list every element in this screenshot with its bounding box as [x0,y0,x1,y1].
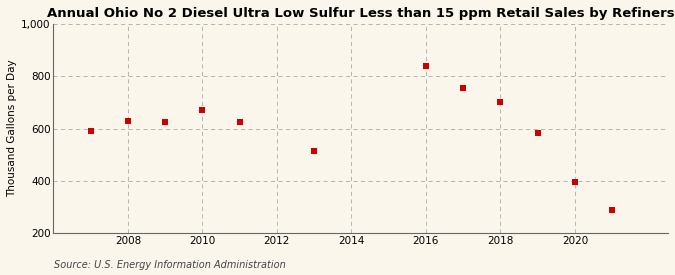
Point [308,148,319,153]
Text: Source: U.S. Energy Information Administration: Source: U.S. Energy Information Administ… [54,260,286,270]
Point [197,108,208,112]
Point [533,130,543,135]
Point [495,100,506,104]
Point [570,180,580,185]
Point [160,120,171,124]
Y-axis label: Thousand Gallons per Day: Thousand Gallons per Day [7,60,17,197]
Title: Annual Ohio No 2 Diesel Ultra Low Sulfur Less than 15 ppm Retail Sales by Refine: Annual Ohio No 2 Diesel Ultra Low Sulfur… [47,7,674,20]
Point [607,208,618,212]
Point [421,64,431,68]
Point [458,86,468,90]
Point [122,119,133,123]
Point [234,120,245,124]
Point [85,129,96,133]
